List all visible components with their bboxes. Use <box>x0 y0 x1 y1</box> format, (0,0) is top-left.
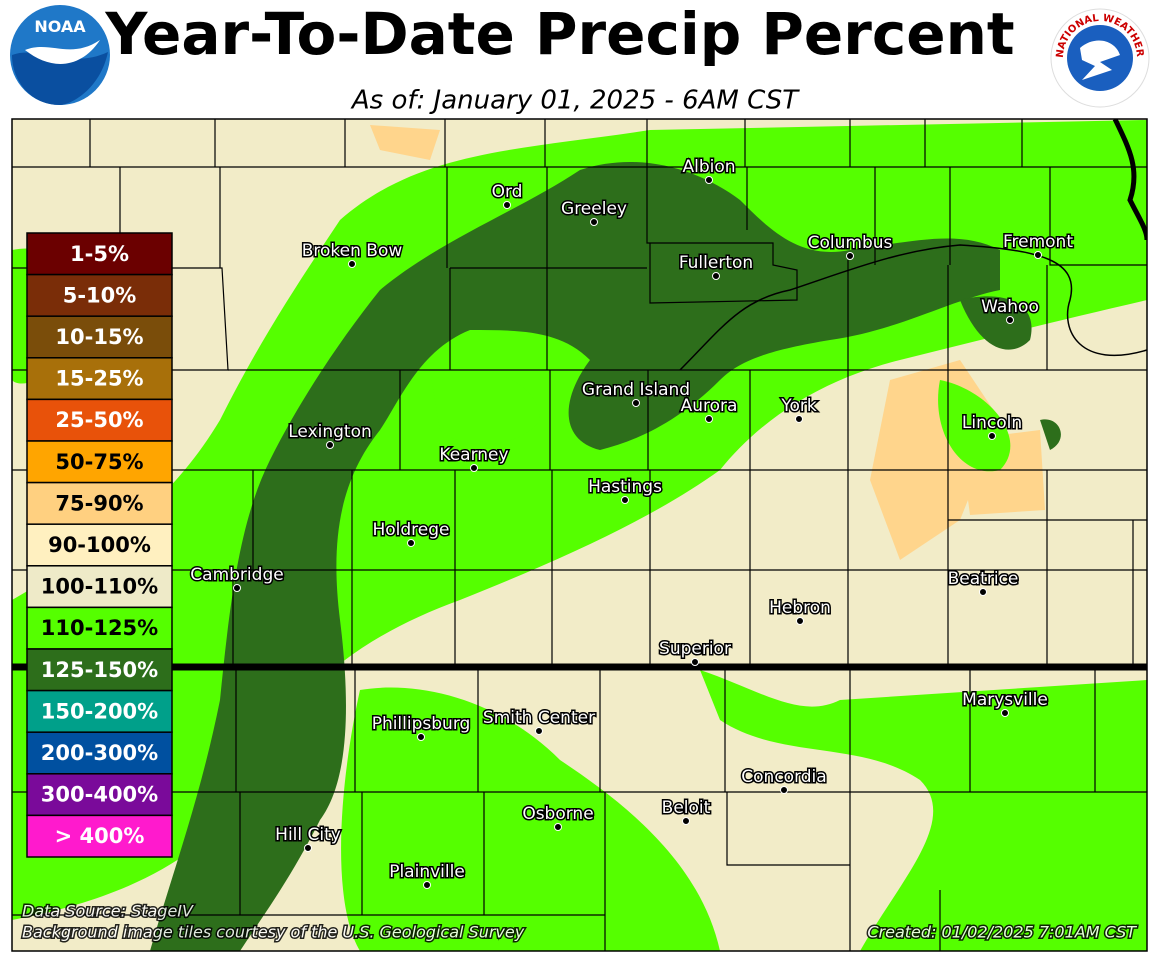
city-label: Smith Center <box>483 708 595 728</box>
city-label: Plainville <box>389 862 465 882</box>
legend-swatch <box>26 523 173 567</box>
city-dot <box>795 415 803 423</box>
legend-label: 110-125% <box>41 616 158 640</box>
city-dot <box>233 584 241 592</box>
legend-swatch <box>26 648 173 692</box>
city-label: Broken Bow <box>302 241 403 261</box>
noaa-logo: NOAA <box>10 5 110 105</box>
legend-label: 10-15% <box>55 325 143 349</box>
legend-swatch <box>26 232 173 276</box>
city-label: Holdrege <box>372 520 449 540</box>
legend-label: > 400% <box>55 824 145 848</box>
legend-label: 15-25% <box>55 367 143 391</box>
city-label: Fremont <box>1003 232 1073 252</box>
city-dot <box>554 823 562 831</box>
cities: Ord Albion Greeley Broken Bow Fullerton Colum… <box>189 156 1075 889</box>
title: Year-To-Date Precip Percent <box>104 0 1014 68</box>
city-label: Hastings <box>588 477 662 497</box>
city-label: Osborne <box>522 804 593 824</box>
city-dot <box>535 727 543 735</box>
city-dot <box>691 658 699 666</box>
legend-label: 25-50% <box>55 408 143 432</box>
noaa-text: NOAA <box>34 17 86 36</box>
city-dot <box>979 588 987 596</box>
city-dot <box>1006 316 1014 324</box>
legend-swatch <box>26 273 173 317</box>
city-dot <box>632 399 640 407</box>
city-dot <box>1001 709 1009 717</box>
legend-swatch <box>26 565 173 609</box>
city-label: Hill City <box>275 825 341 845</box>
city-dot <box>621 496 629 504</box>
city-label: Marysville <box>962 690 1048 710</box>
legend-swatch <box>26 689 173 733</box>
city-dot <box>348 260 356 268</box>
legend-label: 75-90% <box>55 491 143 515</box>
city-label: Phillipsburg <box>372 714 471 734</box>
subtitle: As of: January 01, 2025 - 6AM CST <box>350 86 800 116</box>
legend-label: 1-5% <box>70 242 129 266</box>
city-dot <box>705 176 713 184</box>
city-dot <box>712 272 720 280</box>
city-label: Lincoln <box>962 413 1022 433</box>
city-dot <box>417 733 425 741</box>
legend-swatch <box>26 606 173 650</box>
legend-label: 100-110% <box>41 575 158 599</box>
city-label: Aurora <box>681 396 738 416</box>
city-label: Beloit <box>662 798 711 818</box>
city-dot <box>682 817 690 825</box>
city-label: Hebron <box>769 598 831 618</box>
footer-source: Data Source: StageIV <box>22 902 194 921</box>
city-dot <box>503 201 511 209</box>
city-dot <box>326 441 334 449</box>
legend-label: 50-75% <box>55 450 143 474</box>
legend-swatch <box>26 731 173 775</box>
city-label: Fullerton <box>679 253 753 273</box>
legend-label: 150-200% <box>41 699 158 723</box>
city-dot <box>590 218 598 226</box>
city-dot <box>470 464 478 472</box>
city-label: Concordia <box>741 767 826 787</box>
city-dot <box>705 415 713 423</box>
city-label: Lexington <box>288 422 372 442</box>
city-label: Columbus <box>808 233 893 253</box>
city-label: Greeley <box>561 199 627 219</box>
city-label: Wahoo <box>981 297 1039 317</box>
city-label: Beatrice <box>948 569 1019 589</box>
legend-label: 300-400% <box>41 783 158 807</box>
city-label: Albion <box>682 157 735 177</box>
city-dot <box>780 786 788 794</box>
city-dot <box>796 617 804 625</box>
legend-label: 200-300% <box>41 741 158 765</box>
footer-background: Background image tiles courtesy of the U… <box>22 923 525 942</box>
legend-label: 125-150% <box>41 658 158 682</box>
city-label: Grand Island <box>582 380 690 400</box>
legend-label: 90-100% <box>48 533 151 557</box>
legend: 1-5% 5-10% 10-15% 15-25% 25-50% 50-75% 75-90% 9… <box>26 232 173 858</box>
legend-swatch <box>26 814 173 858</box>
city-dot <box>846 252 854 260</box>
city-dot <box>304 844 312 852</box>
city-label: Cambridge <box>190 565 283 585</box>
city-label: Ord <box>492 182 523 202</box>
footer-created: Created: 01/02/2025 7:01AM CST <box>867 923 1137 942</box>
map-frame <box>11 118 1148 952</box>
map <box>12 119 1147 951</box>
city-label: Kearney <box>439 445 508 465</box>
city-dot <box>423 881 431 889</box>
city-label: York <box>780 396 817 416</box>
legend-swatch <box>26 357 173 401</box>
city-label: Superior <box>659 639 731 659</box>
legend-label: 5-10% <box>63 283 137 307</box>
legend-swatch <box>26 315 173 359</box>
city-dot <box>1034 251 1042 259</box>
city-dot <box>407 539 415 547</box>
city-dot <box>988 432 996 440</box>
legend-swatch <box>26 773 173 817</box>
